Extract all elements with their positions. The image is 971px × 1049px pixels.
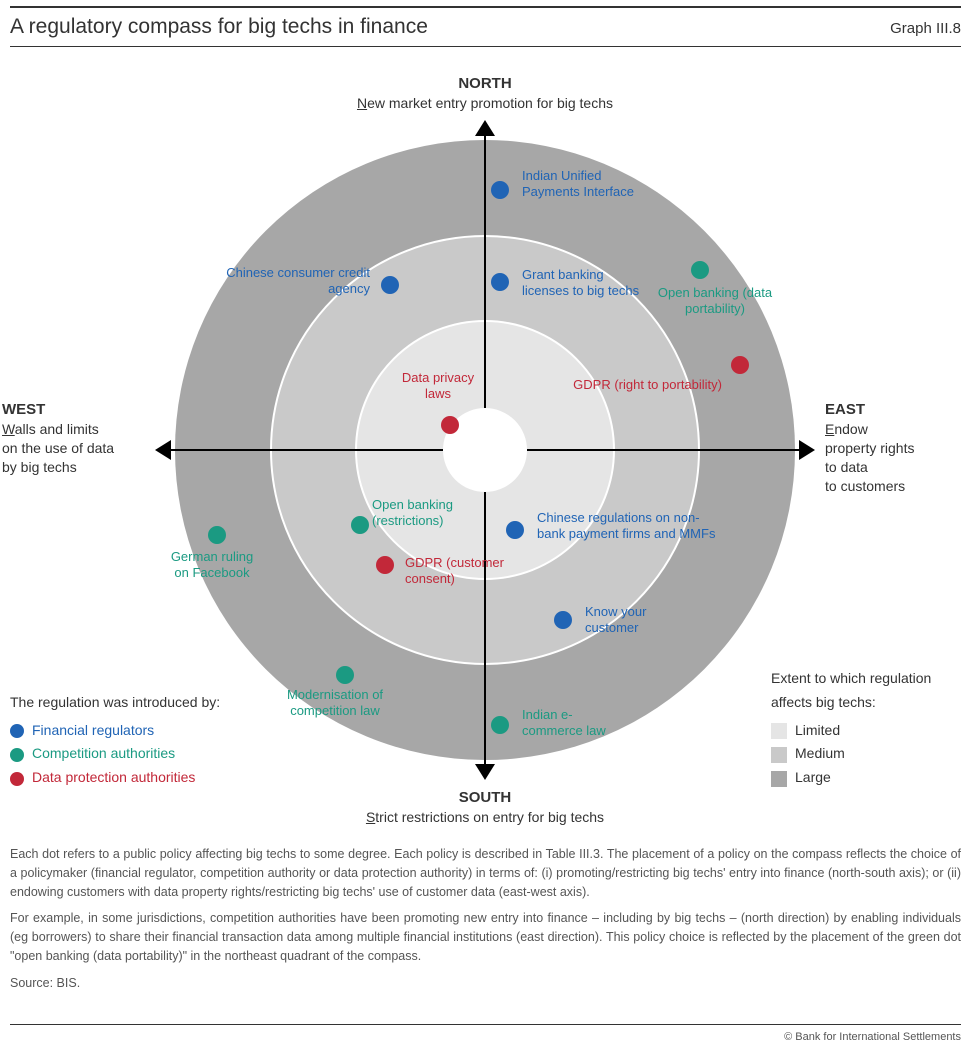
legend-item-financial: Financial regulators [10, 719, 220, 743]
legend-extent-0: Limited [771, 719, 961, 743]
arrow-east-icon [799, 440, 815, 460]
top-rule [10, 6, 961, 8]
dot-label-6: Open banking (restrictions) [372, 497, 492, 530]
axis-east [527, 449, 813, 451]
axis-north [484, 122, 486, 408]
dot-label-5: Data privacy laws [388, 370, 488, 403]
dot-4 [731, 356, 749, 374]
direction-label-east: EASTEndowproperty rightsto datato custom… [825, 400, 955, 496]
dot-10 [554, 611, 572, 629]
dot-11 [336, 666, 354, 684]
footer-para-2: For example, in some jurisdictions, comp… [10, 909, 961, 965]
dot-12 [491, 716, 509, 734]
dot-label-0: Indian Unified Payments Interface [522, 168, 662, 201]
legend-extent: Extent to which regulation affects big t… [771, 667, 961, 790]
legend-regulator: The regulation was introduced by:Financi… [10, 691, 220, 790]
legend-extent-2: Large [771, 766, 961, 790]
dot-label-12: Indian e-commerce law [522, 707, 622, 740]
direction-label-south: SOUTHStrict restrictions on entry for bi… [305, 788, 665, 827]
dot-8 [376, 556, 394, 574]
header: A regulatory compass for big techs in fi… [10, 15, 961, 39]
dot-label-1: Chinese consumer credit agency [210, 265, 370, 298]
dot-5 [441, 416, 459, 434]
compass-area: NORTHNew market entry promotion for big … [10, 55, 961, 835]
dot-label-4: GDPR (right to portability) [562, 377, 722, 393]
dot-label-7: German ruling on Facebook [162, 549, 262, 582]
direction-label-west: WESTWalls and limitson the use of databy… [2, 400, 147, 477]
page-title: A regulatory compass for big techs in fi… [10, 15, 428, 39]
dot-7 [208, 526, 226, 544]
dot-0 [491, 181, 509, 199]
footer-rule [10, 1024, 961, 1025]
footer-source: Source: BIS. [10, 974, 961, 993]
legend-item-data: Data protection authorities [10, 766, 220, 790]
dot-label-3: Open banking (data portability) [650, 285, 780, 318]
legend-extent-1: Medium [771, 742, 961, 766]
dot-3 [691, 261, 709, 279]
dot-label-11: Modernisation of competition law [260, 687, 410, 720]
dot-2 [491, 273, 509, 291]
dot-label-9: Chinese regulations on non-bank payment … [537, 510, 722, 543]
footer-para-1: Each dot refers to a public policy affec… [10, 845, 961, 901]
arrow-west-icon [155, 440, 171, 460]
axis-south [484, 492, 486, 778]
direction-label-north: NORTHNew market entry promotion for big … [305, 74, 665, 113]
dot-label-2: Grant banking licenses to big techs [522, 267, 642, 300]
copyright: © Bank for International Settlements [784, 1031, 961, 1043]
arrow-south-icon [475, 764, 495, 780]
dot-label-10: Know your customer [585, 604, 685, 637]
dot-1 [381, 276, 399, 294]
header-rule [10, 46, 961, 47]
arrow-north-icon [475, 120, 495, 136]
axis-west [157, 449, 443, 451]
footer-text: Each dot refers to a public policy affec… [10, 845, 961, 1000]
legend-item-competition: Competition authorities [10, 742, 220, 766]
dot-label-8: GDPR (customer consent) [405, 555, 555, 588]
dot-9 [506, 521, 524, 539]
graph-number: Graph III.8 [890, 20, 961, 37]
dot-6 [351, 516, 369, 534]
